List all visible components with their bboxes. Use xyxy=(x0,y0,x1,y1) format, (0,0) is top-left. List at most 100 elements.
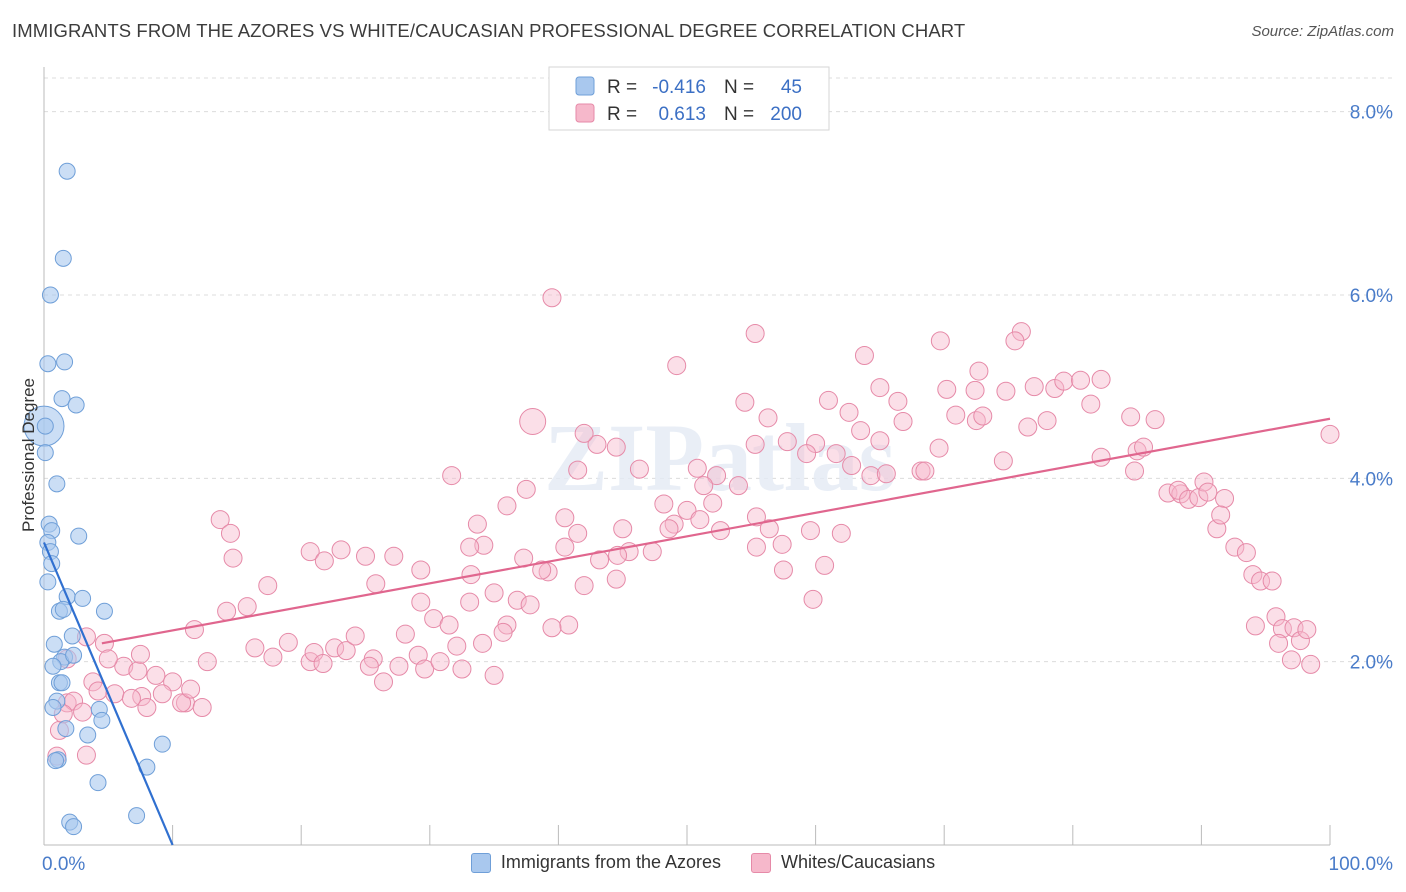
data-point-whites xyxy=(345,626,365,646)
data-point-whites xyxy=(677,500,697,520)
data-point-whites xyxy=(300,542,320,562)
watermark: ZIPatlas xyxy=(544,404,896,511)
data-point-whites xyxy=(1297,620,1317,640)
legend-n-value: 200 xyxy=(770,104,802,125)
data-point-whites xyxy=(587,434,607,454)
legend-n-value: 45 xyxy=(781,77,802,98)
data-point-whites xyxy=(826,444,846,464)
data-point-whites xyxy=(467,514,487,534)
trend-line-azores xyxy=(42,542,174,846)
data-point-whites xyxy=(1071,370,1091,390)
x-tick-label: 100.0% xyxy=(1329,854,1394,875)
data-point-azores xyxy=(56,353,74,371)
data-point-whites xyxy=(1211,505,1231,525)
data-point-whites xyxy=(659,519,679,539)
data-point-whites xyxy=(1198,482,1218,502)
data-point-whites xyxy=(1243,565,1263,585)
data-point-azores xyxy=(65,646,83,664)
grid-lines xyxy=(44,77,1392,663)
data-point-whites xyxy=(930,331,950,351)
data-point-whites xyxy=(568,523,588,543)
data-point-azores xyxy=(41,286,59,304)
data-point-azores xyxy=(47,752,65,770)
bottom-legend: Immigrants from the Azores Whites/Caucas… xyxy=(0,852,1406,873)
legend-label: Whites/Caucasians xyxy=(781,852,936,872)
data-point-whites xyxy=(773,560,793,580)
data-point-azores xyxy=(70,527,88,545)
data-point-whites xyxy=(484,665,504,685)
y-tick-label: 4.0% xyxy=(1350,469,1393,490)
data-point-whites xyxy=(516,479,536,499)
data-point-whites xyxy=(237,597,257,617)
data-point-whites xyxy=(439,615,459,635)
data-point-whites xyxy=(851,421,871,441)
data-point-azores xyxy=(128,807,146,825)
data-point-azores xyxy=(74,589,92,607)
data-point-whites xyxy=(1194,472,1214,492)
data-point-whites xyxy=(278,632,298,652)
data-point-azores xyxy=(45,635,63,653)
data-point-whites xyxy=(1011,322,1031,342)
data-point-whites xyxy=(667,356,687,376)
data-point-whites xyxy=(430,652,450,672)
data-point-whites xyxy=(973,406,993,426)
data-point-whites xyxy=(1005,331,1025,351)
data-point-whites xyxy=(325,638,345,658)
legend-r-value: 0.613 xyxy=(658,104,706,125)
data-point-whites xyxy=(613,519,633,539)
data-point-whites xyxy=(574,423,594,443)
data-point-whites xyxy=(654,494,674,514)
data-point-whites xyxy=(1245,616,1265,636)
data-point-whites xyxy=(1301,654,1321,674)
data-point-whites xyxy=(98,649,118,669)
chart-title: IMMIGRANTS FROM THE AZORES VS WHITE/CAUC… xyxy=(12,20,966,41)
data-point-whites xyxy=(447,636,467,656)
data-point-azores xyxy=(153,735,171,753)
data-point-azores xyxy=(63,627,81,645)
data-point-azores xyxy=(44,657,62,675)
data-point-whites xyxy=(314,551,334,571)
data-point-whites xyxy=(313,654,333,673)
trend-lines xyxy=(42,417,1331,846)
data-point-whites xyxy=(861,466,881,486)
legend-swatch-blue xyxy=(470,852,491,873)
data-point-whites xyxy=(728,476,748,496)
data-point-whites xyxy=(384,546,404,566)
data-point-whites xyxy=(128,661,148,681)
data-point-whites xyxy=(1121,407,1141,427)
data-point-whites xyxy=(520,595,540,615)
data-point-whites xyxy=(745,434,765,454)
data-point-whites xyxy=(888,391,908,411)
data-point-whites xyxy=(411,560,431,580)
data-point-azores xyxy=(36,444,54,462)
data-point-azores xyxy=(39,573,57,591)
data-point-whites xyxy=(969,361,989,381)
data-point-azores xyxy=(79,726,97,744)
data-point-whites xyxy=(555,508,575,528)
data-point-whites xyxy=(1215,489,1235,508)
data-point-whites xyxy=(146,665,166,685)
data-point-whites xyxy=(192,698,212,717)
data-point-whites xyxy=(707,466,727,486)
data-point-whites xyxy=(746,537,766,557)
data-point-azores xyxy=(54,249,72,267)
data-point-azores xyxy=(53,674,71,692)
trend-line-whites xyxy=(101,417,1331,645)
data-point-whites xyxy=(114,656,134,676)
source-label: Source: ZipAtlas.com xyxy=(1251,23,1394,40)
data-point-whites xyxy=(777,432,797,452)
data-point-whites xyxy=(745,324,765,343)
data-point-whites xyxy=(574,576,594,596)
data-point-whites xyxy=(1251,571,1271,591)
legend-n-label: N = xyxy=(724,104,754,125)
data-point-whites xyxy=(356,546,375,566)
data-point-whites xyxy=(460,537,480,557)
legend-r-label: R = xyxy=(607,77,637,98)
data-point-whites xyxy=(915,461,935,481)
data-point-whites xyxy=(876,464,896,484)
data-point-whites xyxy=(893,412,913,431)
data-point-whites xyxy=(258,576,278,596)
y-axis-label: Professional Degree xyxy=(19,378,38,532)
data-point-whites xyxy=(965,380,985,400)
